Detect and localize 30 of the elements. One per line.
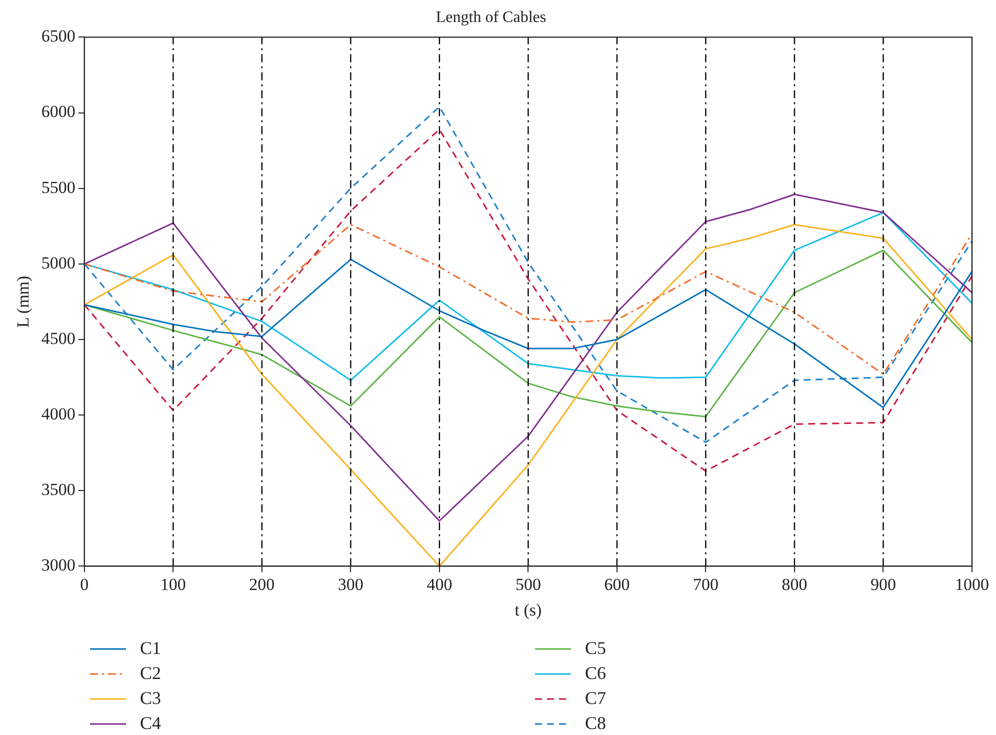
x-tick-label: 100 bbox=[160, 574, 186, 594]
legend-label: C3 bbox=[140, 688, 162, 709]
x-axis-title: t (s) bbox=[514, 600, 542, 620]
x-tick-label: 500 bbox=[515, 574, 541, 594]
x-tick-label: 300 bbox=[338, 574, 364, 594]
y-axis-title: L (mm) bbox=[14, 276, 33, 328]
x-tick-label: 700 bbox=[692, 574, 718, 594]
y-tick-label: 4000 bbox=[41, 404, 76, 424]
x-tick-label: 1000 bbox=[955, 574, 989, 594]
y-tick-label: 3000 bbox=[41, 556, 76, 575]
legend-label: C8 bbox=[585, 713, 606, 734]
legend-label: C4 bbox=[140, 713, 162, 734]
legend-label: C6 bbox=[585, 663, 606, 684]
x-tick-label: 400 bbox=[426, 574, 452, 594]
x-tick-label: 900 bbox=[870, 574, 896, 594]
y-tick-label: 5000 bbox=[41, 253, 76, 272]
legend-label: C1 bbox=[140, 638, 162, 659]
legend-label: C5 bbox=[585, 638, 606, 659]
y-tick-label: 6000 bbox=[41, 102, 76, 122]
y-tick-label: 5500 bbox=[41, 178, 76, 197]
x-tick-label: 200 bbox=[249, 574, 275, 594]
chart-title: Length of Cables bbox=[436, 8, 546, 26]
legend-label: C2 bbox=[140, 663, 162, 684]
y-tick-label: 3500 bbox=[41, 480, 76, 500]
x-tick-label: 600 bbox=[604, 574, 630, 594]
x-tick-label: 0 bbox=[80, 574, 89, 594]
y-tick-label: 6500 bbox=[41, 26, 76, 46]
legend-label: C7 bbox=[585, 688, 606, 709]
x-tick-label: 800 bbox=[782, 574, 808, 594]
y-tick-label: 4500 bbox=[41, 328, 76, 348]
